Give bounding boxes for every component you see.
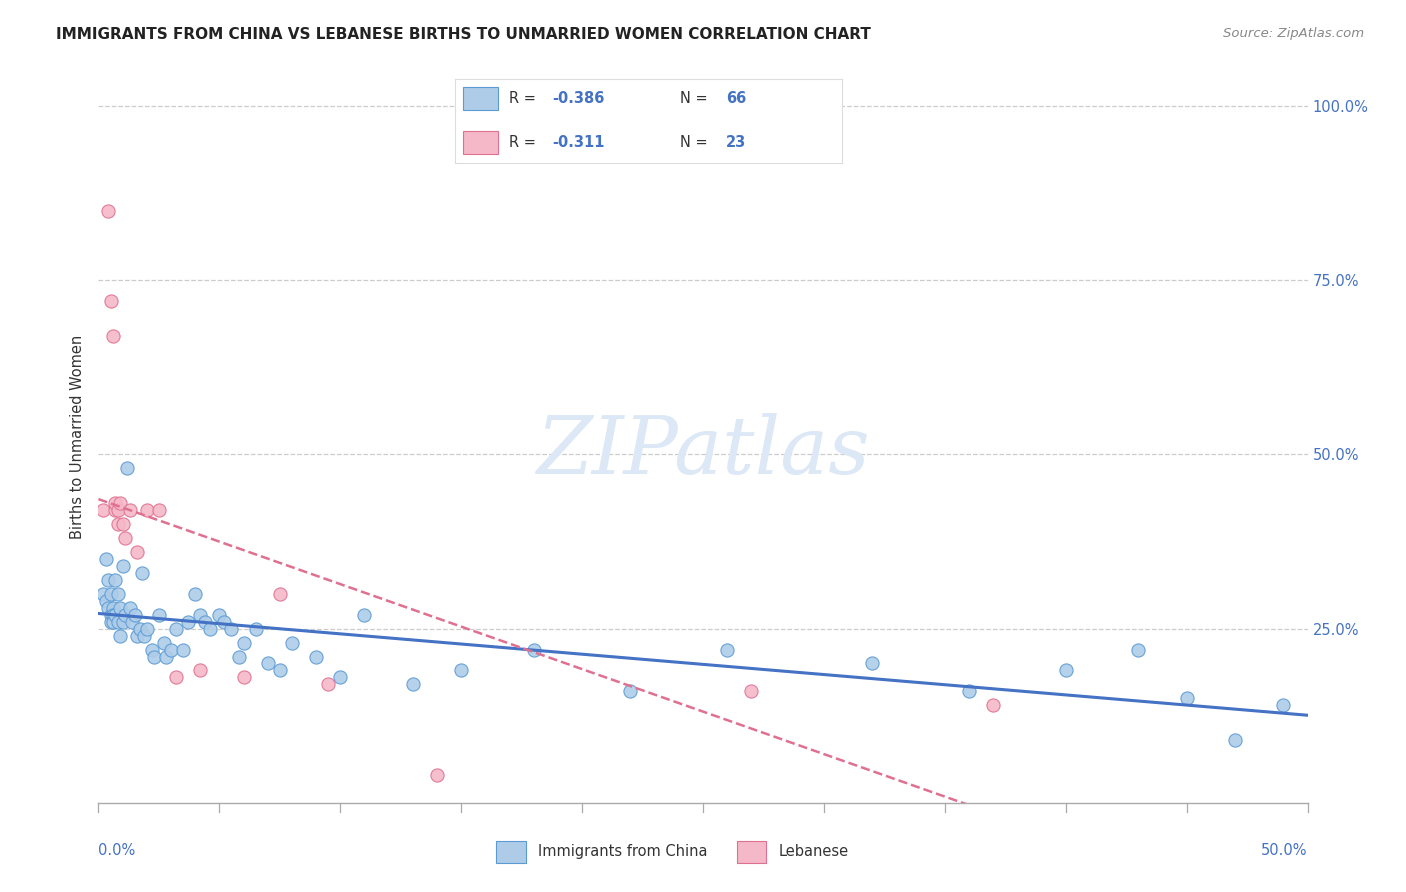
Point <box>141 642 163 657</box>
Point <box>1272 698 1295 713</box>
Point <box>111 517 134 532</box>
Y-axis label: Births to Unmarried Women: Births to Unmarried Women <box>69 335 84 539</box>
Point <box>101 607 124 622</box>
Point <box>128 622 150 636</box>
Point <box>165 670 187 684</box>
Point <box>450 664 472 678</box>
Point <box>104 607 127 622</box>
Point <box>100 294 122 309</box>
Point <box>101 600 124 615</box>
Point <box>212 615 235 629</box>
Point <box>198 622 221 636</box>
Point <box>94 552 117 566</box>
Point <box>124 607 146 622</box>
Point <box>1128 642 1150 657</box>
Point <box>101 615 124 629</box>
Point <box>114 531 136 545</box>
Point <box>97 573 120 587</box>
Point <box>1054 664 1077 678</box>
Point <box>104 573 127 587</box>
Point <box>107 517 129 532</box>
FancyBboxPatch shape <box>496 841 526 863</box>
Point <box>104 503 127 517</box>
Point <box>118 503 141 517</box>
Point <box>114 607 136 622</box>
Point <box>523 642 546 657</box>
Text: 50.0%: 50.0% <box>1261 843 1308 858</box>
Point <box>177 615 200 629</box>
Point <box>117 461 139 475</box>
Point <box>402 677 425 691</box>
Point <box>208 607 231 622</box>
Point <box>232 635 254 649</box>
Point <box>107 587 129 601</box>
Point <box>97 203 120 218</box>
Point <box>127 545 149 559</box>
Point <box>269 587 291 601</box>
Point <box>160 642 183 657</box>
Text: 0.0%: 0.0% <box>98 843 135 858</box>
Point <box>1175 691 1198 706</box>
Point <box>131 566 153 580</box>
Point <box>155 649 177 664</box>
Point <box>152 635 174 649</box>
Point <box>143 649 166 664</box>
Point <box>1223 733 1246 747</box>
Point <box>281 635 304 649</box>
Point <box>100 615 122 629</box>
Point <box>107 615 129 629</box>
Point <box>188 664 211 678</box>
Point <box>148 503 170 517</box>
Point <box>353 607 375 622</box>
Point <box>619 684 641 698</box>
Text: IMMIGRANTS FROM CHINA VS LEBANESE BIRTHS TO UNMARRIED WOMEN CORRELATION CHART: IMMIGRANTS FROM CHINA VS LEBANESE BIRTHS… <box>56 27 872 42</box>
Point <box>134 629 156 643</box>
Point <box>104 496 127 510</box>
Point <box>97 600 120 615</box>
Point <box>740 684 762 698</box>
Point <box>316 677 339 691</box>
Text: Lebanese: Lebanese <box>779 845 849 859</box>
Point <box>221 622 243 636</box>
Point <box>111 558 134 573</box>
Point <box>91 503 114 517</box>
Point <box>135 503 157 517</box>
Point <box>305 649 328 664</box>
Point <box>111 615 134 629</box>
Point <box>100 587 122 601</box>
Point <box>245 622 267 636</box>
Text: Immigrants from China: Immigrants from China <box>538 845 709 859</box>
Point <box>101 329 124 343</box>
Point <box>269 664 291 678</box>
Point <box>108 629 131 643</box>
Point <box>184 587 207 601</box>
Point <box>232 670 254 684</box>
Point <box>426 768 449 782</box>
FancyBboxPatch shape <box>737 841 766 863</box>
Point <box>108 600 131 615</box>
Point <box>957 684 980 698</box>
Point <box>228 649 250 664</box>
Point <box>91 587 114 601</box>
Text: ZIPatlas: ZIPatlas <box>536 413 870 491</box>
Point <box>165 622 187 636</box>
Point <box>981 698 1004 713</box>
Point <box>118 600 141 615</box>
Text: Source: ZipAtlas.com: Source: ZipAtlas.com <box>1223 27 1364 40</box>
Point <box>188 607 211 622</box>
Point <box>127 629 149 643</box>
Point <box>860 657 883 671</box>
Point <box>148 607 170 622</box>
Point <box>172 642 194 657</box>
Point <box>100 607 122 622</box>
Point <box>121 615 143 629</box>
Point <box>107 503 129 517</box>
Point <box>135 622 157 636</box>
Point <box>94 594 117 608</box>
Point <box>194 615 217 629</box>
Point <box>256 657 278 671</box>
Point <box>716 642 738 657</box>
Point <box>108 496 131 510</box>
Point <box>329 670 352 684</box>
